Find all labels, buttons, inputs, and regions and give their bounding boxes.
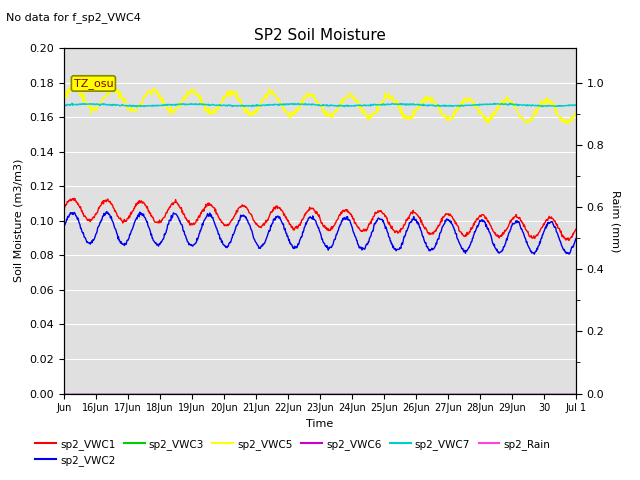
Y-axis label: Raim (mm): Raim (mm) xyxy=(611,190,621,252)
Text: No data for f_sp2_VWC4: No data for f_sp2_VWC4 xyxy=(6,12,141,23)
sp2_VWC7 xyxy=(60,103,68,108)
sp2_VWC5 xyxy=(156,92,163,97)
sp2_Rain xyxy=(547,391,554,396)
sp2_VWC1 xyxy=(362,228,370,234)
sp2_VWC1 xyxy=(156,217,163,223)
sp2_VWC1 xyxy=(555,226,563,231)
sp2_Rain xyxy=(554,391,562,396)
sp2_VWC3 xyxy=(155,391,163,396)
sp2_VWC5 xyxy=(547,98,555,104)
sp2_VWC7 xyxy=(506,100,514,106)
sp2_VWC6 xyxy=(554,391,562,396)
sp2_VWC3 xyxy=(273,391,280,396)
X-axis label: Time: Time xyxy=(307,419,333,429)
sp2_VWC6 xyxy=(155,391,163,396)
sp2_VWC6 xyxy=(273,391,280,396)
sp2_VWC1 xyxy=(547,215,555,221)
sp2_VWC7 xyxy=(156,103,163,108)
sp2_VWC7 xyxy=(133,104,141,110)
sp2_VWC2 xyxy=(84,240,92,246)
sp2_VWC1 xyxy=(60,205,68,211)
sp2_VWC1 xyxy=(85,216,93,222)
sp2_VWC6 xyxy=(547,391,554,396)
sp2_VWC5 xyxy=(60,99,68,105)
sp2_VWC6 xyxy=(362,391,369,396)
sp2_VWC5 xyxy=(555,114,563,120)
Legend: sp2_VWC1, sp2_VWC2, sp2_VWC3, sp2_VWC5, sp2_VWC6, sp2_VWC7, sp2_Rain: sp2_VWC1, sp2_VWC2, sp2_VWC3, sp2_VWC5, … xyxy=(31,434,554,470)
sp2_VWC5 xyxy=(362,113,370,119)
sp2_Rain xyxy=(155,391,163,396)
sp2_VWC3 xyxy=(84,391,92,396)
sp2_VWC7 xyxy=(548,103,556,109)
Line: sp2_VWC2: sp2_VWC2 xyxy=(64,212,576,254)
sp2_VWC1 xyxy=(71,195,79,201)
sp2_VWC2 xyxy=(103,209,111,215)
Line: sp2_VWC1: sp2_VWC1 xyxy=(64,198,576,240)
sp2_VWC7 xyxy=(273,102,281,108)
sp2_VWC6 xyxy=(572,391,580,396)
Y-axis label: Soil Moisture (m3/m3): Soil Moisture (m3/m3) xyxy=(14,159,24,283)
Title: SP2 Soil Moisture: SP2 Soil Moisture xyxy=(254,28,386,43)
sp2_VWC3 xyxy=(547,391,554,396)
sp2_VWC2 xyxy=(156,241,163,247)
sp2_VWC2 xyxy=(547,219,555,225)
sp2_VWC5 xyxy=(85,104,93,110)
sp2_VWC6 xyxy=(60,391,68,396)
sp2_Rain xyxy=(273,391,280,396)
sp2_VWC7 xyxy=(572,102,580,108)
Line: sp2_VWC5: sp2_VWC5 xyxy=(64,84,576,124)
sp2_VWC5 xyxy=(572,109,580,115)
Text: TZ_osu: TZ_osu xyxy=(74,78,113,89)
sp2_VWC2 xyxy=(555,234,563,240)
sp2_VWC3 xyxy=(572,391,580,396)
sp2_VWC3 xyxy=(60,391,68,396)
sp2_Rain xyxy=(572,391,580,396)
sp2_Rain xyxy=(84,391,92,396)
sp2_Rain xyxy=(60,391,68,396)
sp2_VWC1 xyxy=(572,226,580,232)
sp2_VWC2 xyxy=(572,236,580,241)
sp2_VWC5 xyxy=(68,81,76,87)
sp2_VWC1 xyxy=(565,238,573,243)
sp2_Rain xyxy=(362,391,369,396)
sp2_VWC7 xyxy=(556,103,563,108)
Line: sp2_VWC7: sp2_VWC7 xyxy=(64,103,576,107)
sp2_VWC2 xyxy=(60,224,68,230)
sp2_VWC7 xyxy=(84,101,92,107)
sp2_VWC3 xyxy=(362,391,369,396)
sp2_VWC1 xyxy=(273,203,281,209)
sp2_VWC7 xyxy=(362,102,370,108)
sp2_VWC5 xyxy=(563,121,571,127)
sp2_VWC3 xyxy=(554,391,562,396)
sp2_VWC2 xyxy=(565,252,573,257)
sp2_VWC2 xyxy=(362,242,370,248)
sp2_VWC6 xyxy=(84,391,92,396)
sp2_VWC2 xyxy=(273,214,281,219)
sp2_VWC5 xyxy=(273,97,281,103)
